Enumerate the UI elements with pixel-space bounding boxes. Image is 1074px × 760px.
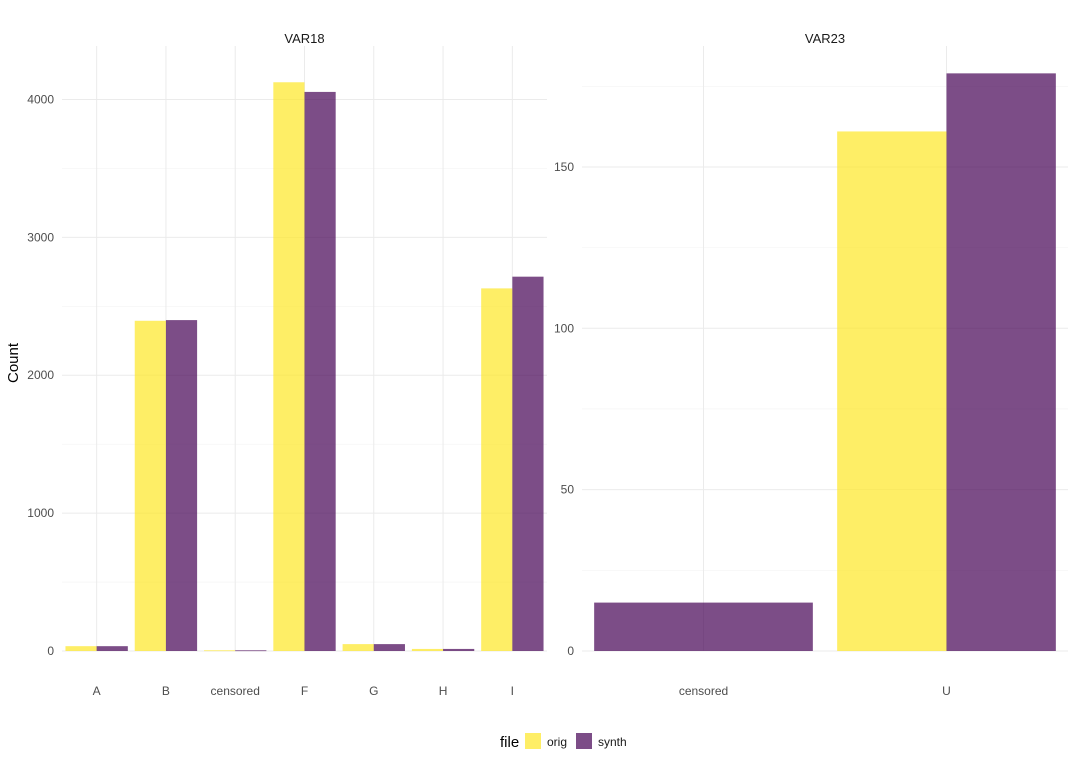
y-tick-label: 1000 bbox=[27, 506, 54, 520]
bar-synth-i bbox=[512, 276, 544, 651]
bar-orig-b bbox=[134, 320, 166, 651]
x-tick-label-i: I bbox=[511, 684, 514, 698]
panel-title: VAR23 bbox=[805, 31, 845, 46]
y-tick-label: 0 bbox=[567, 644, 574, 658]
bar-orig-h bbox=[411, 648, 444, 651]
legend-swatch-orig bbox=[525, 733, 541, 749]
bar-synth-a bbox=[96, 646, 128, 651]
panel-var23: 0 50 100 150 censored U VAR23 bbox=[554, 31, 1068, 698]
bar-orig-f bbox=[273, 82, 305, 652]
legend-label-synth: synth bbox=[598, 735, 627, 749]
bar-synth-u bbox=[946, 73, 1056, 651]
bar-orig-a bbox=[65, 646, 97, 651]
x-tick-label-u: U bbox=[942, 684, 951, 698]
legend-title: file bbox=[500, 734, 519, 751]
legend: file orig synth bbox=[500, 733, 627, 751]
x-tick-label-censored: censored bbox=[211, 684, 260, 698]
x-tick-label-a: A bbox=[93, 684, 101, 698]
x-tick-label-censored: censored bbox=[679, 684, 728, 698]
bar-synth-h bbox=[443, 648, 475, 651]
x-tick-label-f: F bbox=[301, 684, 308, 698]
y-tick-label: 3000 bbox=[27, 230, 54, 244]
legend-swatch-synth bbox=[576, 733, 592, 749]
x-tick-label-g: G bbox=[369, 684, 378, 698]
y-tick-label: 4000 bbox=[27, 92, 54, 106]
legend-label-orig: orig bbox=[547, 735, 567, 749]
x-tick-label-h: H bbox=[439, 684, 448, 698]
bar-synth-b bbox=[165, 320, 198, 651]
y-tick-label: 100 bbox=[554, 321, 574, 335]
y-tick-label: 0 bbox=[47, 644, 54, 658]
bar-orig-i bbox=[481, 288, 513, 651]
bar-orig-g bbox=[342, 644, 374, 651]
y-tick-label: 2000 bbox=[27, 368, 54, 382]
y-tick-label: 150 bbox=[554, 160, 574, 174]
y-axis-title: Count bbox=[5, 342, 22, 383]
bar-synth-f bbox=[304, 91, 336, 651]
x-tick-label-b: B bbox=[162, 684, 170, 698]
bar-synth-censored bbox=[235, 650, 267, 652]
panel-title: VAR18 bbox=[284, 31, 324, 46]
bar-synth-g bbox=[373, 644, 405, 651]
y-tick-label: 50 bbox=[561, 483, 575, 497]
bar-orig-u bbox=[837, 131, 947, 651]
bar-synth-censored bbox=[594, 602, 813, 651]
bar-orig-censored bbox=[204, 650, 236, 652]
